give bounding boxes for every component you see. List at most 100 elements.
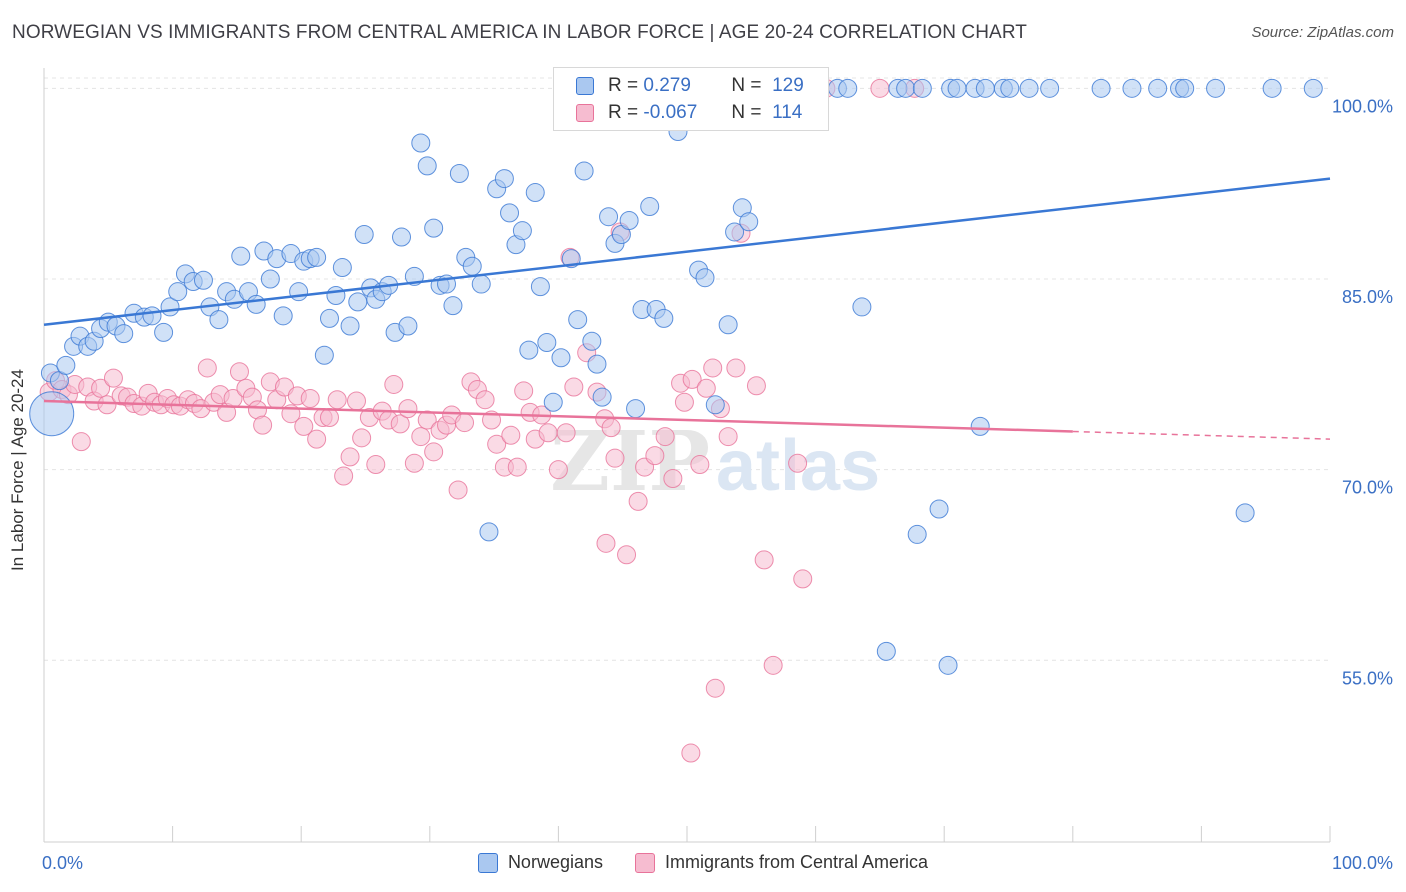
source-label: Source: ZipAtlas.com	[1251, 24, 1394, 41]
point-norwegian	[500, 203, 520, 223]
point-norwegian	[599, 207, 619, 227]
point-norwegian	[273, 306, 293, 326]
trend-line	[43, 399, 1073, 433]
legend-swatch-blue	[576, 77, 594, 95]
point-central-america	[340, 447, 360, 467]
point-central-america	[601, 418, 621, 438]
point-central-america	[754, 550, 774, 570]
trend-line-dashed	[1072, 430, 1331, 440]
series-legend: Norwegians Immigrants from Central Ameri…	[0, 852, 1406, 873]
point-norwegian	[512, 221, 532, 241]
point-central-america	[501, 425, 521, 445]
point-norwegian	[424, 218, 444, 238]
point-central-america	[197, 358, 217, 378]
point-norwegian	[231, 246, 251, 266]
point-norwegian	[525, 183, 545, 203]
n-label: N =	[731, 102, 762, 123]
point-norwegian	[838, 78, 858, 98]
point-central-america	[628, 491, 648, 511]
legend-swatch-pink	[576, 104, 594, 122]
point-norwegian	[326, 285, 346, 305]
point-norwegian	[587, 354, 607, 374]
point-central-america	[307, 429, 327, 449]
point-central-america	[97, 395, 117, 415]
legend-row-central-america: R = -0.067 N = 114	[576, 100, 802, 126]
trend-lines	[43, 177, 1331, 440]
point-central-america	[726, 358, 746, 378]
point-norwegian	[1175, 78, 1195, 98]
point-norwegian	[896, 78, 916, 98]
point-central-america	[417, 410, 437, 430]
point-norwegian	[193, 270, 213, 290]
watermark: ZIPatlas	[550, 414, 880, 510]
point-norwegian	[289, 282, 309, 302]
point-central-america	[507, 457, 527, 477]
point-norwegian	[695, 268, 715, 288]
point-norwegian	[462, 256, 482, 276]
point-central-america	[870, 78, 890, 98]
legend-item-central-america: Immigrants from Central America	[634, 852, 929, 873]
point-norwegian	[168, 282, 188, 302]
point-norwegian	[494, 169, 514, 189]
point-norwegian	[640, 197, 660, 217]
point-norwegian	[392, 227, 412, 247]
point-central-america	[334, 466, 354, 486]
y-tick-label: 55.0%	[1342, 668, 1393, 688]
n-value: 114	[772, 102, 803, 123]
point-central-america	[705, 678, 725, 698]
point-norwegian	[852, 297, 872, 317]
point-norwegian	[1122, 78, 1142, 98]
point-norwegian	[142, 306, 162, 326]
legend-label: Immigrants from Central America	[664, 852, 929, 872]
point-central-america	[398, 399, 418, 419]
point-norwegian	[417, 156, 437, 176]
point-central-america	[681, 743, 701, 763]
point-norwegian	[314, 345, 334, 365]
point-central-america	[404, 453, 424, 473]
point-norwegian	[530, 277, 550, 297]
legend-swatch-blue	[477, 852, 498, 873]
point-norwegian	[332, 258, 352, 278]
point-central-america	[455, 413, 475, 433]
point-norwegian	[970, 416, 990, 436]
legend-label: Norwegians	[507, 852, 603, 872]
point-norwegian	[929, 499, 949, 519]
x-tick-label: 0.0%	[42, 853, 83, 873]
point-central-america	[788, 453, 808, 473]
r-label: R =	[608, 75, 639, 96]
point-norwegian	[449, 163, 469, 183]
point-central-america	[366, 455, 386, 475]
point-norwegian	[411, 133, 431, 153]
point-norwegian	[56, 355, 76, 375]
axes	[43, 68, 1331, 843]
point-central-america	[617, 545, 637, 565]
point-central-america	[690, 455, 710, 475]
point-norwegian	[718, 315, 738, 335]
tick-labels: 100.0% 85.0% 70.0% 55.0% 0.0% 100.0%	[42, 96, 1393, 873]
r-label: R =	[608, 102, 639, 123]
y-tick-label: 100.0%	[1332, 96, 1393, 116]
y-tick-label: 85.0%	[1342, 287, 1393, 307]
point-norwegian	[1262, 78, 1282, 98]
point-central-america	[475, 390, 495, 410]
point-central-america	[71, 432, 91, 452]
point-central-america	[424, 442, 444, 462]
point-norwegian	[912, 78, 932, 98]
point-central-america	[746, 376, 766, 396]
point-central-america	[514, 381, 534, 401]
point-norwegian	[1148, 78, 1168, 98]
point-norwegian	[479, 522, 499, 542]
point-norwegian	[307, 247, 327, 267]
point-norwegian	[543, 392, 563, 412]
point-norwegian	[1000, 78, 1020, 98]
point-norwegian	[398, 316, 418, 336]
point-norwegian	[876, 641, 896, 661]
point-norwegian	[1206, 78, 1226, 98]
point-central-america	[319, 408, 339, 428]
point-central-america	[682, 369, 702, 389]
point-central-america	[487, 434, 507, 454]
point-central-america	[91, 378, 111, 398]
point-norwegian	[537, 333, 557, 353]
point-norwegian	[209, 310, 229, 330]
point-central-america	[229, 362, 249, 382]
